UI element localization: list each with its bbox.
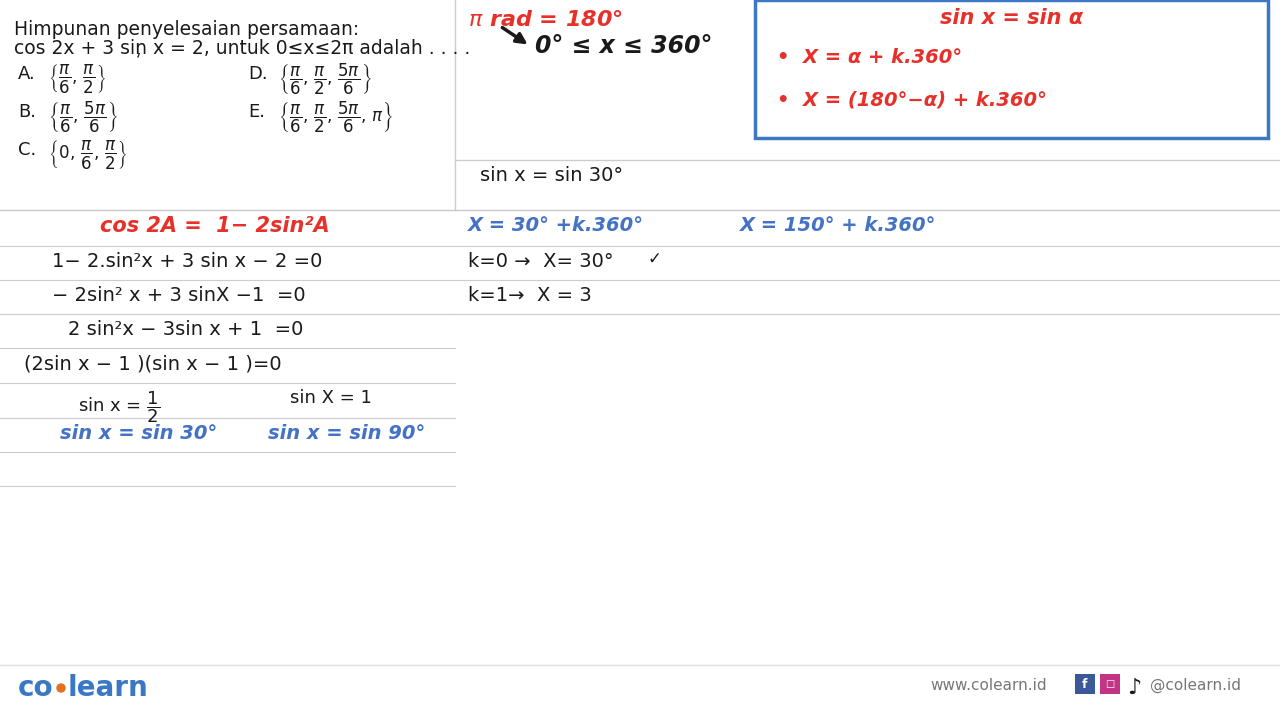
- Text: □: □: [1106, 679, 1115, 689]
- Text: $\left\{\dfrac{\pi}{6},\,\dfrac{\pi}{2},\,\dfrac{5\pi}{6}\right\}$: $\left\{\dfrac{\pi}{6},\,\dfrac{\pi}{2},…: [278, 62, 371, 97]
- Text: ˈ: ˈ: [131, 52, 141, 71]
- Text: B.: B.: [18, 103, 36, 121]
- Bar: [755, 0, 1268, 138]
- Text: A.: A.: [18, 65, 36, 83]
- Text: X = 150° + k.360°: X = 150° + k.360°: [740, 216, 937, 235]
- Text: $\left\{\dfrac{\pi}{6},\,\dfrac{5\pi}{6}\right\}$: $\left\{\dfrac{\pi}{6},\,\dfrac{5\pi}{6}…: [49, 100, 118, 135]
- Text: sin X = 1: sin X = 1: [291, 389, 372, 407]
- Text: Himpunan penyelesaian persamaan:: Himpunan penyelesaian persamaan:: [14, 20, 360, 39]
- Text: k=0 →  X= 30°: k=0 → X= 30°: [468, 252, 613, 271]
- Text: X = 30° +k.360°: X = 30° +k.360°: [468, 216, 644, 235]
- Text: E.: E.: [248, 103, 265, 121]
- Text: $\pi$ rad = 180°: $\pi$ rad = 180°: [468, 10, 623, 30]
- Text: D.: D.: [248, 65, 268, 83]
- Text: ✓: ✓: [648, 250, 662, 268]
- Text: 0° ≤ x ≤ 360°: 0° ≤ x ≤ 360°: [535, 34, 713, 58]
- Text: sin x = sin 30°: sin x = sin 30°: [480, 166, 623, 185]
- Text: •  X = α + k.360°: • X = α + k.360°: [777, 48, 963, 67]
- Text: − 2sin² x + 3 sinX −1  =0: − 2sin² x + 3 sinX −1 =0: [52, 286, 306, 305]
- Text: sin x = sin 90°: sin x = sin 90°: [268, 424, 425, 443]
- Text: sin x = sin 30°: sin x = sin 30°: [60, 424, 218, 443]
- Text: •  X = (180°−α) + k.360°: • X = (180°−α) + k.360°: [777, 90, 1047, 109]
- Text: f: f: [1083, 678, 1088, 690]
- Text: 2 sin²x − 3sin x + 1  =0: 2 sin²x − 3sin x + 1 =0: [68, 320, 303, 339]
- Text: @colearn.id: @colearn.id: [1149, 678, 1242, 693]
- Text: 1− 2.sin²x + 3 sin x − 2 =0: 1− 2.sin²x + 3 sin x − 2 =0: [52, 252, 323, 271]
- Text: ♪: ♪: [1126, 678, 1142, 698]
- Text: www.colearn.id: www.colearn.id: [931, 678, 1047, 693]
- Text: $\left\{\dfrac{\pi}{6},\,\dfrac{\pi}{2},\,\dfrac{5\pi}{6},\,\pi\right\}$: $\left\{\dfrac{\pi}{6},\,\dfrac{\pi}{2},…: [278, 100, 393, 135]
- Text: k=1→  X = 3: k=1→ X = 3: [468, 286, 591, 305]
- Circle shape: [58, 684, 65, 692]
- Text: sin x = $\dfrac{1}{2}$: sin x = $\dfrac{1}{2}$: [78, 389, 160, 425]
- Text: $\left\{\dfrac{\pi}{6},\,\dfrac{\pi}{2}\right\}$: $\left\{\dfrac{\pi}{6},\,\dfrac{\pi}{2}\…: [49, 62, 106, 95]
- Text: co: co: [18, 674, 54, 702]
- Bar: [1100, 674, 1120, 694]
- Text: cos 2A =  1− 2sin²A: cos 2A = 1− 2sin²A: [100, 216, 330, 236]
- Bar: [1075, 674, 1094, 694]
- Text: sin x = sin α: sin x = sin α: [940, 8, 1083, 28]
- Text: $\left\{0,\,\dfrac{\pi}{6},\,\dfrac{\pi}{2}\right\}$: $\left\{0,\,\dfrac{\pi}{6},\,\dfrac{\pi}…: [49, 138, 128, 171]
- Text: C.: C.: [18, 141, 36, 159]
- Text: learn: learn: [68, 674, 148, 702]
- Text: (2sin x − 1 )(sin x − 1 )=0: (2sin x − 1 )(sin x − 1 )=0: [24, 354, 282, 373]
- Text: cos 2x + 3 sin x = 2, untuk 0≤x≤2π adalah . . . .: cos 2x + 3 sin x = 2, untuk 0≤x≤2π adala…: [14, 39, 470, 58]
